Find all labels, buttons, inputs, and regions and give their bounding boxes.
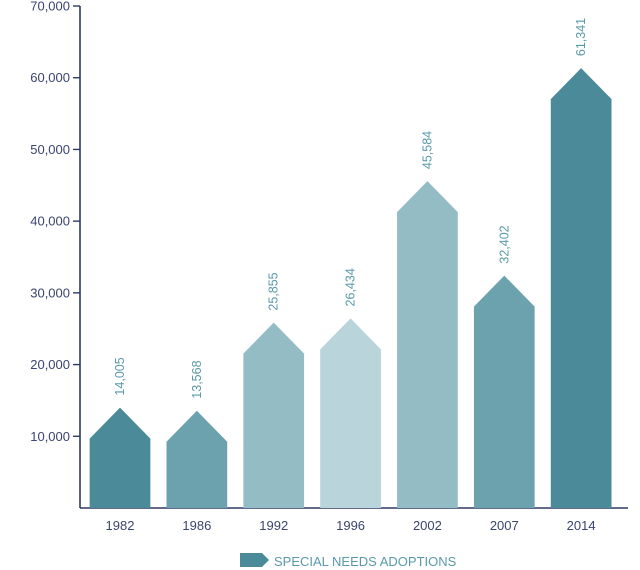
data-label-2007: 32,402 <box>497 225 511 263</box>
y-tick-label: 60,000 <box>30 70 70 85</box>
x-tick-label: 1986 <box>182 518 211 533</box>
y-tick-label: 20,000 <box>30 357 70 372</box>
legend-label: SPECIAL NEEDS ADOPTIONS <box>274 554 457 569</box>
x-tick-label: 1982 <box>106 518 135 533</box>
bar-2002 <box>397 181 458 508</box>
data-label-1986: 13,568 <box>190 360 204 398</box>
data-label-1992: 25,855 <box>267 272 281 310</box>
x-tick-labels: 1982 1986 1992 1996 2002 2007 2014 <box>106 518 596 533</box>
y-tick-label: 30,000 <box>30 285 70 300</box>
y-tick-label: 10,000 <box>30 429 70 444</box>
bar-1986 <box>166 410 228 508</box>
x-tick-label: 2007 <box>490 518 519 533</box>
x-tick-label: 1996 <box>336 518 365 533</box>
data-label-1996: 26,434 <box>344 268 358 306</box>
legend: SPECIAL NEEDS ADOPTIONS <box>240 553 457 569</box>
bar-2014 <box>550 68 612 508</box>
y-tick-label: 50,000 <box>30 142 70 157</box>
bar-1996 <box>320 318 381 508</box>
bar-1992 <box>243 322 305 508</box>
data-label-2002: 45,584 <box>420 131 434 169</box>
data-label-1982: 14,005 <box>113 357 127 395</box>
y-axis: 10,000 20,000 30,000 40,000 50,000 60,000 70,0… <box>30 0 81 508</box>
bars <box>89 68 612 508</box>
data-label-2014: 61,341 <box>574 18 588 56</box>
x-tick-label: 2002 <box>413 518 442 533</box>
bar-1982 <box>89 407 151 508</box>
x-tick-label: 1992 <box>259 518 288 533</box>
legend-swatch-icon <box>240 553 269 567</box>
bar-2007 <box>473 275 535 508</box>
data-labels: 14,005 13,568 25,855 26,434 45,584 32,402 61,3… <box>113 18 588 399</box>
y-tick-label: 70,000 <box>30 0 70 14</box>
x-tick-label: 2014 <box>567 518 596 533</box>
y-tick-label: 40,000 <box>30 214 70 229</box>
